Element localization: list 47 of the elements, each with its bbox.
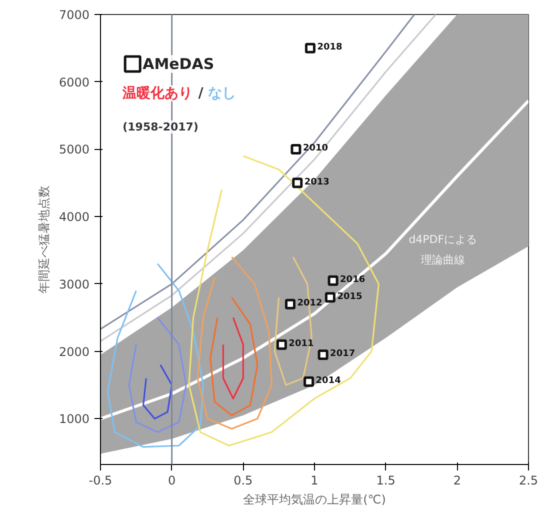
line-series: [196, 256, 272, 430]
point: [324, 292, 336, 303]
annotation: 2018: [317, 42, 342, 53]
y-tick-label: 7000: [58, 8, 90, 22]
y-tick-label: 4000: [58, 210, 90, 224]
line-series: [100, 99, 528, 420]
line-series: [142, 364, 173, 420]
y-tick-label: 1000: [58, 412, 90, 426]
x-tick-label: 1: [310, 474, 318, 488]
y-tick-label: 2000: [58, 344, 90, 359]
x-tick-label: 2: [453, 474, 461, 488]
annotation: 理論曲線: [420, 253, 465, 266]
line-series: [128, 316, 187, 433]
annotation: /: [198, 85, 204, 102]
x-tick-label: 2.5: [518, 474, 538, 488]
x-tick-label: -0.5: [88, 474, 112, 488]
point: [292, 178, 303, 188]
y-axis-title: 年間延べ猛暑地点数: [36, 186, 51, 294]
line-series: [210, 296, 258, 416]
point: [304, 376, 314, 387]
point: [290, 144, 302, 154]
line-series: [106, 262, 204, 448]
annotation: 2012: [297, 298, 322, 309]
annotation: 2011: [288, 339, 314, 350]
y-tick-label: 3000: [58, 277, 90, 292]
line-series: [188, 155, 380, 446]
y-tick-label: 5000: [58, 142, 90, 157]
y-tick-label: 6000: [58, 75, 90, 90]
annotation: d4PDFによる: [408, 233, 478, 246]
point: [328, 275, 338, 286]
annotation: 2014: [316, 376, 341, 386]
line-series: [222, 316, 244, 400]
annotation: 2015: [337, 292, 362, 302]
legend-label: AMeDAS: [142, 55, 214, 73]
point: [304, 42, 316, 54]
annotation: 2017: [330, 349, 356, 360]
point: [276, 339, 287, 350]
x-tick-label: 1.5: [376, 474, 396, 488]
x-axis-title: 全球平均気温の上昇量(℃): [243, 492, 386, 506]
annotation: (1958-2017): [122, 120, 198, 134]
x-tick-label: 0: [168, 474, 176, 488]
annotation: 2010: [302, 144, 328, 154]
point: [318, 349, 328, 360]
text: なし: [208, 85, 236, 102]
text: 温暖化あり: [122, 84, 193, 102]
x-tick-label: 0.5: [234, 474, 253, 488]
point: [284, 298, 296, 310]
